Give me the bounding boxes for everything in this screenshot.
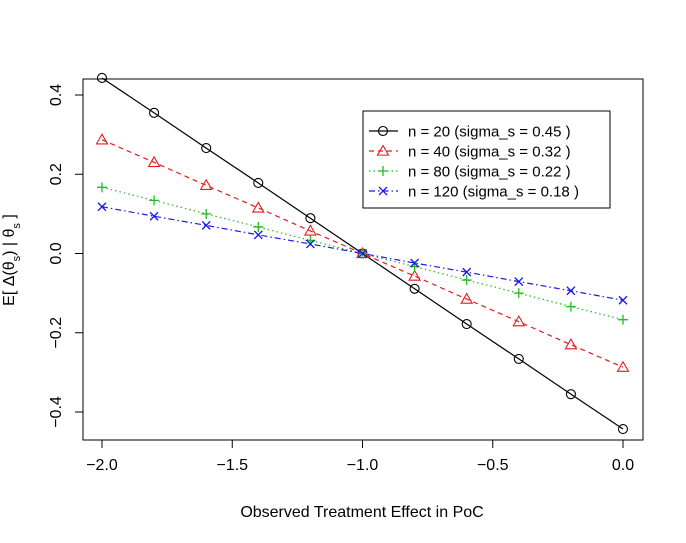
series-3 xyxy=(97,182,628,325)
data-point xyxy=(303,224,317,236)
y-label-middle: ) | θ xyxy=(1,228,18,255)
y-axis: −0.4 −0.2 0.0 0.2 0.4 xyxy=(48,84,84,428)
x-tick-label: −0.5 xyxy=(477,457,509,474)
legend: n = 20 (sigma_s = 0.45 ) n = 40 (sigma_s … xyxy=(362,110,611,209)
data-point xyxy=(462,267,472,277)
series-line xyxy=(101,139,624,368)
legend-marker xyxy=(377,125,389,137)
series-4 xyxy=(97,202,628,305)
data-point xyxy=(305,239,315,249)
data-point xyxy=(201,143,212,154)
data-point xyxy=(96,72,108,84)
legend-label: n = 40 (sigma_s = 0.32 ) xyxy=(408,144,571,161)
legend-item: n = 120 (sigma_s = 0.18 ) xyxy=(369,184,579,201)
data-point xyxy=(410,258,420,268)
data-point xyxy=(408,269,422,281)
y-tick-label: −0.2 xyxy=(48,317,65,349)
data-point xyxy=(513,288,524,299)
data-point xyxy=(149,195,160,206)
legend-label: n = 120 (sigma_s = 0.18 ) xyxy=(408,184,579,201)
x-tick-label: −1.5 xyxy=(216,457,248,474)
legend-marker xyxy=(378,166,388,176)
data-point xyxy=(460,292,474,304)
y-label-prefix: E[ Δ(θ xyxy=(1,261,18,306)
y-axis-label: E[ Δ(θs) | θs ] xyxy=(1,214,23,306)
data-point xyxy=(565,301,576,312)
data-point xyxy=(251,201,265,213)
data-point xyxy=(565,389,576,400)
x-axis-label: Observed Treatment Effect in PoC xyxy=(240,504,483,521)
data-point xyxy=(358,249,367,258)
legend-box xyxy=(362,110,611,209)
x-tick-label: −1.0 xyxy=(347,457,379,474)
data-point xyxy=(461,275,472,286)
data-point xyxy=(513,353,524,364)
series-2 xyxy=(95,133,630,372)
legend-item: n = 20 (sigma_s = 0.45 ) xyxy=(369,124,571,141)
data-point xyxy=(201,220,211,230)
x-tick-label: −2.0 xyxy=(86,457,118,474)
data-point xyxy=(409,283,420,294)
legend-item: n = 40 (sigma_s = 0.32 ) xyxy=(369,144,571,161)
legend-item: n = 80 (sigma_s = 0.22 ) xyxy=(369,164,571,181)
data-point xyxy=(149,107,160,118)
data-point xyxy=(147,155,161,168)
data-point xyxy=(253,230,263,240)
data-point xyxy=(95,133,109,145)
data-point xyxy=(201,208,212,219)
x-tick-label: 0.0 xyxy=(612,457,634,474)
data-point xyxy=(512,315,526,327)
x-axis: −2.0 −1.5 −1.0 −0.5 0.0 xyxy=(86,439,634,474)
y-tick-label: 0.2 xyxy=(48,163,65,185)
data-point xyxy=(461,318,472,330)
data-point xyxy=(566,286,576,296)
data-point xyxy=(616,360,630,372)
data-point xyxy=(618,314,628,325)
series-line xyxy=(101,206,624,301)
y-tick-label: −0.4 xyxy=(48,396,65,428)
data-point xyxy=(564,338,578,350)
data-point xyxy=(305,213,316,224)
y-label-sub-2: s xyxy=(11,223,23,229)
data-point xyxy=(514,277,524,287)
legend-label: n = 20 (sigma_s = 0.45 ) xyxy=(408,124,571,141)
data-point xyxy=(617,423,629,435)
y-label-sub-1: s xyxy=(11,255,23,261)
legend-marker xyxy=(376,144,390,156)
series-layer xyxy=(95,72,630,435)
data-point xyxy=(199,178,213,191)
data-point xyxy=(97,182,107,193)
legend-label: n = 80 (sigma_s = 0.22 ) xyxy=(408,164,571,181)
y-label-suffix: ] xyxy=(1,214,18,223)
data-point xyxy=(618,295,628,305)
data-point xyxy=(149,211,159,221)
y-tick-label: 0.4 xyxy=(48,84,65,106)
legend-marker xyxy=(378,186,388,196)
data-point xyxy=(253,221,264,232)
data-point xyxy=(253,177,264,189)
data-point xyxy=(97,202,107,212)
y-tick-label: 0.0 xyxy=(48,242,65,264)
